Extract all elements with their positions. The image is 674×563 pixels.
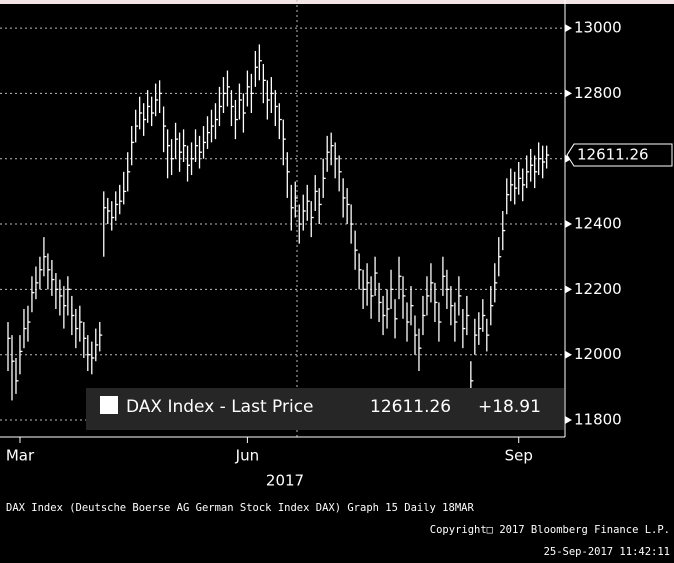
x-tick-label: Jun (235, 447, 259, 465)
y-tick-mark (565, 220, 572, 229)
x-axis-label: 2017 (266, 472, 304, 490)
y-tick-mark (565, 24, 572, 33)
legend-swatch (100, 396, 118, 414)
footer-copyright: Copyright□ 2017 Bloomberg Finance L.P. (430, 524, 670, 536)
top-border (0, 0, 674, 4)
x-tick-label: Sep (505, 447, 533, 465)
y-tick-label: 11800 (574, 411, 622, 429)
y-tick-mark (565, 154, 572, 163)
y-tick-label: 13000 (574, 19, 622, 37)
x-tick-label: Mar (6, 447, 35, 465)
y-tick-label: 12800 (574, 84, 622, 102)
y-tick-mark (565, 89, 572, 98)
y-tick-label: 12200 (574, 280, 622, 298)
footer-source: DAX Index (Deutsche Boerse AG German Sto… (6, 502, 474, 514)
legend-label: DAX Index - Last Price (126, 397, 314, 417)
last-price-tag (566, 143, 673, 167)
legend-last: 12611.26 (370, 397, 451, 417)
footer-date: 25-Sep-2017 11:42:11 (544, 546, 670, 558)
legend-box (86, 388, 564, 430)
y-tick-mark (565, 285, 572, 294)
last-price-label: 12611.26 (577, 146, 649, 164)
y-tick-mark (565, 350, 572, 359)
y-tick-mark (565, 416, 572, 425)
y-tick-label: 12400 (574, 215, 622, 233)
y-tick-label: 12000 (574, 345, 622, 363)
legend-change: +18.91 (478, 397, 541, 417)
